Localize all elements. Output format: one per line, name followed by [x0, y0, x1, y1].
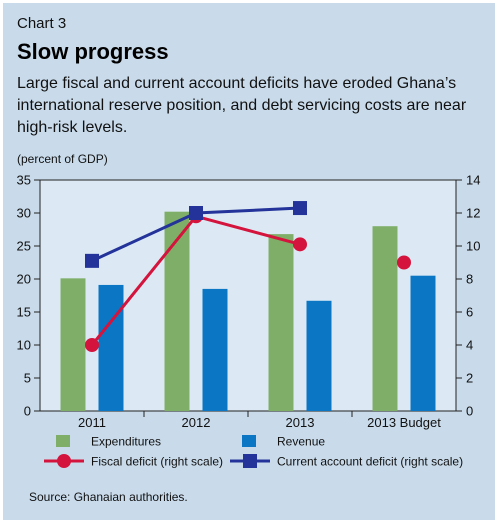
legend-current-account-deficit: Current account deficit (right scale) — [230, 454, 463, 469]
fiscal-deficit-point — [293, 237, 307, 252]
unit-label: (percent of GDP) — [17, 152, 108, 166]
chart-subtitle: Large fiscal and current account deficit… — [17, 75, 467, 136]
right-tick-label: 10 — [466, 239, 480, 254]
left-tick-label: 0 — [24, 404, 31, 419]
left-tick-label: 10 — [17, 338, 31, 353]
right-tick-label: 6 — [466, 305, 473, 320]
legend-fiscal-deficit: Fiscal deficit (right scale) — [44, 454, 223, 469]
fiscal-deficit-point — [85, 338, 99, 352]
revenue-bar — [98, 284, 124, 411]
left-tick-label: 35 — [17, 173, 31, 188]
legend-expenditures: Expenditures — [56, 435, 161, 449]
legend-current-account-deficit-label: Current account deficit (right scale) — [277, 455, 463, 469]
expenditures-bar — [268, 234, 294, 411]
chart-title: Slow progress — [17, 39, 169, 64]
current-account-deficit-point — [189, 206, 203, 220]
right-tick-label: 8 — [466, 272, 473, 287]
left-tick-label: 25 — [17, 239, 31, 254]
expenditures-bar — [60, 278, 86, 411]
legend-revenue-swatch — [242, 435, 256, 447]
expenditures-bar — [164, 211, 190, 411]
revenue-bar — [202, 288, 228, 411]
legend-expenditures-label: Expenditures — [91, 435, 161, 449]
current-account-deficit-point — [293, 201, 307, 216]
revenue-bar — [410, 275, 436, 411]
x-tick-label: 2013 — [286, 415, 315, 430]
left-tick-label: 30 — [17, 206, 31, 221]
legend-revenue: Revenue — [242, 435, 325, 449]
revenue-bar — [306, 300, 332, 411]
current-account-deficit-point — [85, 253, 99, 268]
right-tick-label: 2 — [466, 371, 473, 386]
legend-revenue-label: Revenue — [277, 435, 325, 449]
left-tick-label: 20 — [17, 272, 31, 287]
x-tick-label: 2012 — [182, 415, 211, 430]
legend-current-account-deficit-marker — [243, 454, 257, 468]
left-tick-label: 5 — [24, 371, 31, 386]
right-tick-label: 4 — [466, 338, 473, 353]
source-note: Source: Ghanaian authorities. — [29, 490, 188, 504]
legend-fiscal-deficit-label: Fiscal deficit (right scale) — [91, 455, 223, 469]
legend-fiscal-deficit-marker — [57, 454, 71, 468]
chart-number: Chart 3 — [17, 15, 67, 32]
right-tick-label: 14 — [466, 173, 480, 188]
legend-expenditures-swatch — [56, 435, 70, 447]
expenditures-bar — [372, 226, 398, 411]
x-tick-label: 2013 Budget — [367, 415, 441, 430]
right-tick-label: 0 — [466, 404, 473, 419]
x-tick-label: 2011 — [78, 415, 106, 430]
right-tick-label: 12 — [466, 206, 480, 221]
left-tick-label: 15 — [17, 305, 31, 320]
fiscal-deficit-point — [397, 255, 411, 270]
